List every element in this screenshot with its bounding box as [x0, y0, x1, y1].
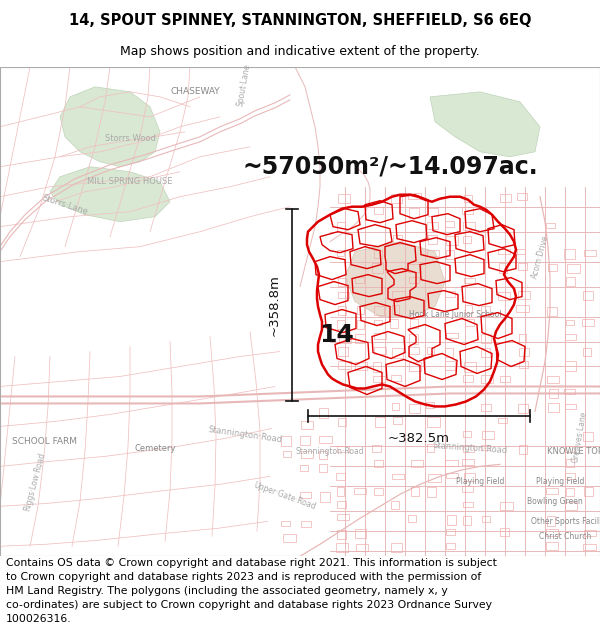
Text: Riggs·Low·Road: Riggs·Low·Road	[23, 451, 47, 512]
Text: Stannington·Road: Stannington·Road	[296, 447, 364, 456]
Text: Storrs Wood: Storrs Wood	[104, 134, 155, 143]
Text: Greaves·Lane: Greaves·Lane	[571, 410, 589, 463]
Text: 14, SPOUT SPINNEY, STANNINGTON, SHEFFIELD, S6 6EQ: 14, SPOUT SPINNEY, STANNINGTON, SHEFFIEL…	[69, 13, 531, 28]
Text: Hook Lane Junior School: Hook Lane Junior School	[409, 310, 501, 319]
Text: Stannington·Road: Stannington·Road	[432, 441, 508, 456]
Text: ~57050m²/~14.097ac.: ~57050m²/~14.097ac.	[242, 155, 538, 179]
Text: Map shows position and indicative extent of the property.: Map shows position and indicative extent…	[120, 46, 480, 59]
Text: ~358.8m: ~358.8m	[268, 274, 281, 336]
Polygon shape	[50, 167, 170, 222]
Text: Other Sports Facility: Other Sports Facility	[531, 517, 600, 526]
Text: Playing Field: Playing Field	[456, 477, 504, 486]
Text: Acorn·Drive: Acorn·Drive	[530, 234, 550, 279]
Text: SCHOOL FARM: SCHOOL FARM	[13, 437, 77, 446]
Text: Contains OS data © Crown copyright and database right 2021. This information is : Contains OS data © Crown copyright and d…	[6, 558, 497, 624]
Text: Stannington·Road: Stannington·Road	[207, 425, 283, 444]
Text: Spout·Lane: Spout·Lane	[236, 63, 252, 107]
Text: Christ Church: Christ Church	[539, 532, 591, 541]
Text: KNOWLE TOP: KNOWLE TOP	[547, 447, 600, 456]
Text: CHASEWAY: CHASEWAY	[170, 88, 220, 96]
Text: Storrs·Lane: Storrs·Lane	[41, 193, 89, 216]
Text: ~382.5m: ~382.5m	[388, 432, 450, 446]
Text: 14: 14	[320, 322, 355, 346]
Text: Bowling Green: Bowling Green	[527, 497, 583, 506]
Polygon shape	[345, 242, 445, 316]
Text: Playing Field: Playing Field	[536, 477, 584, 486]
Text: MILL SPRING HOUSE: MILL SPRING HOUSE	[87, 177, 173, 186]
Text: Upper·Gate·Road: Upper·Gate·Road	[253, 481, 317, 512]
Polygon shape	[430, 92, 540, 157]
Polygon shape	[60, 87, 160, 167]
Text: Cemetery: Cemetery	[134, 444, 176, 453]
